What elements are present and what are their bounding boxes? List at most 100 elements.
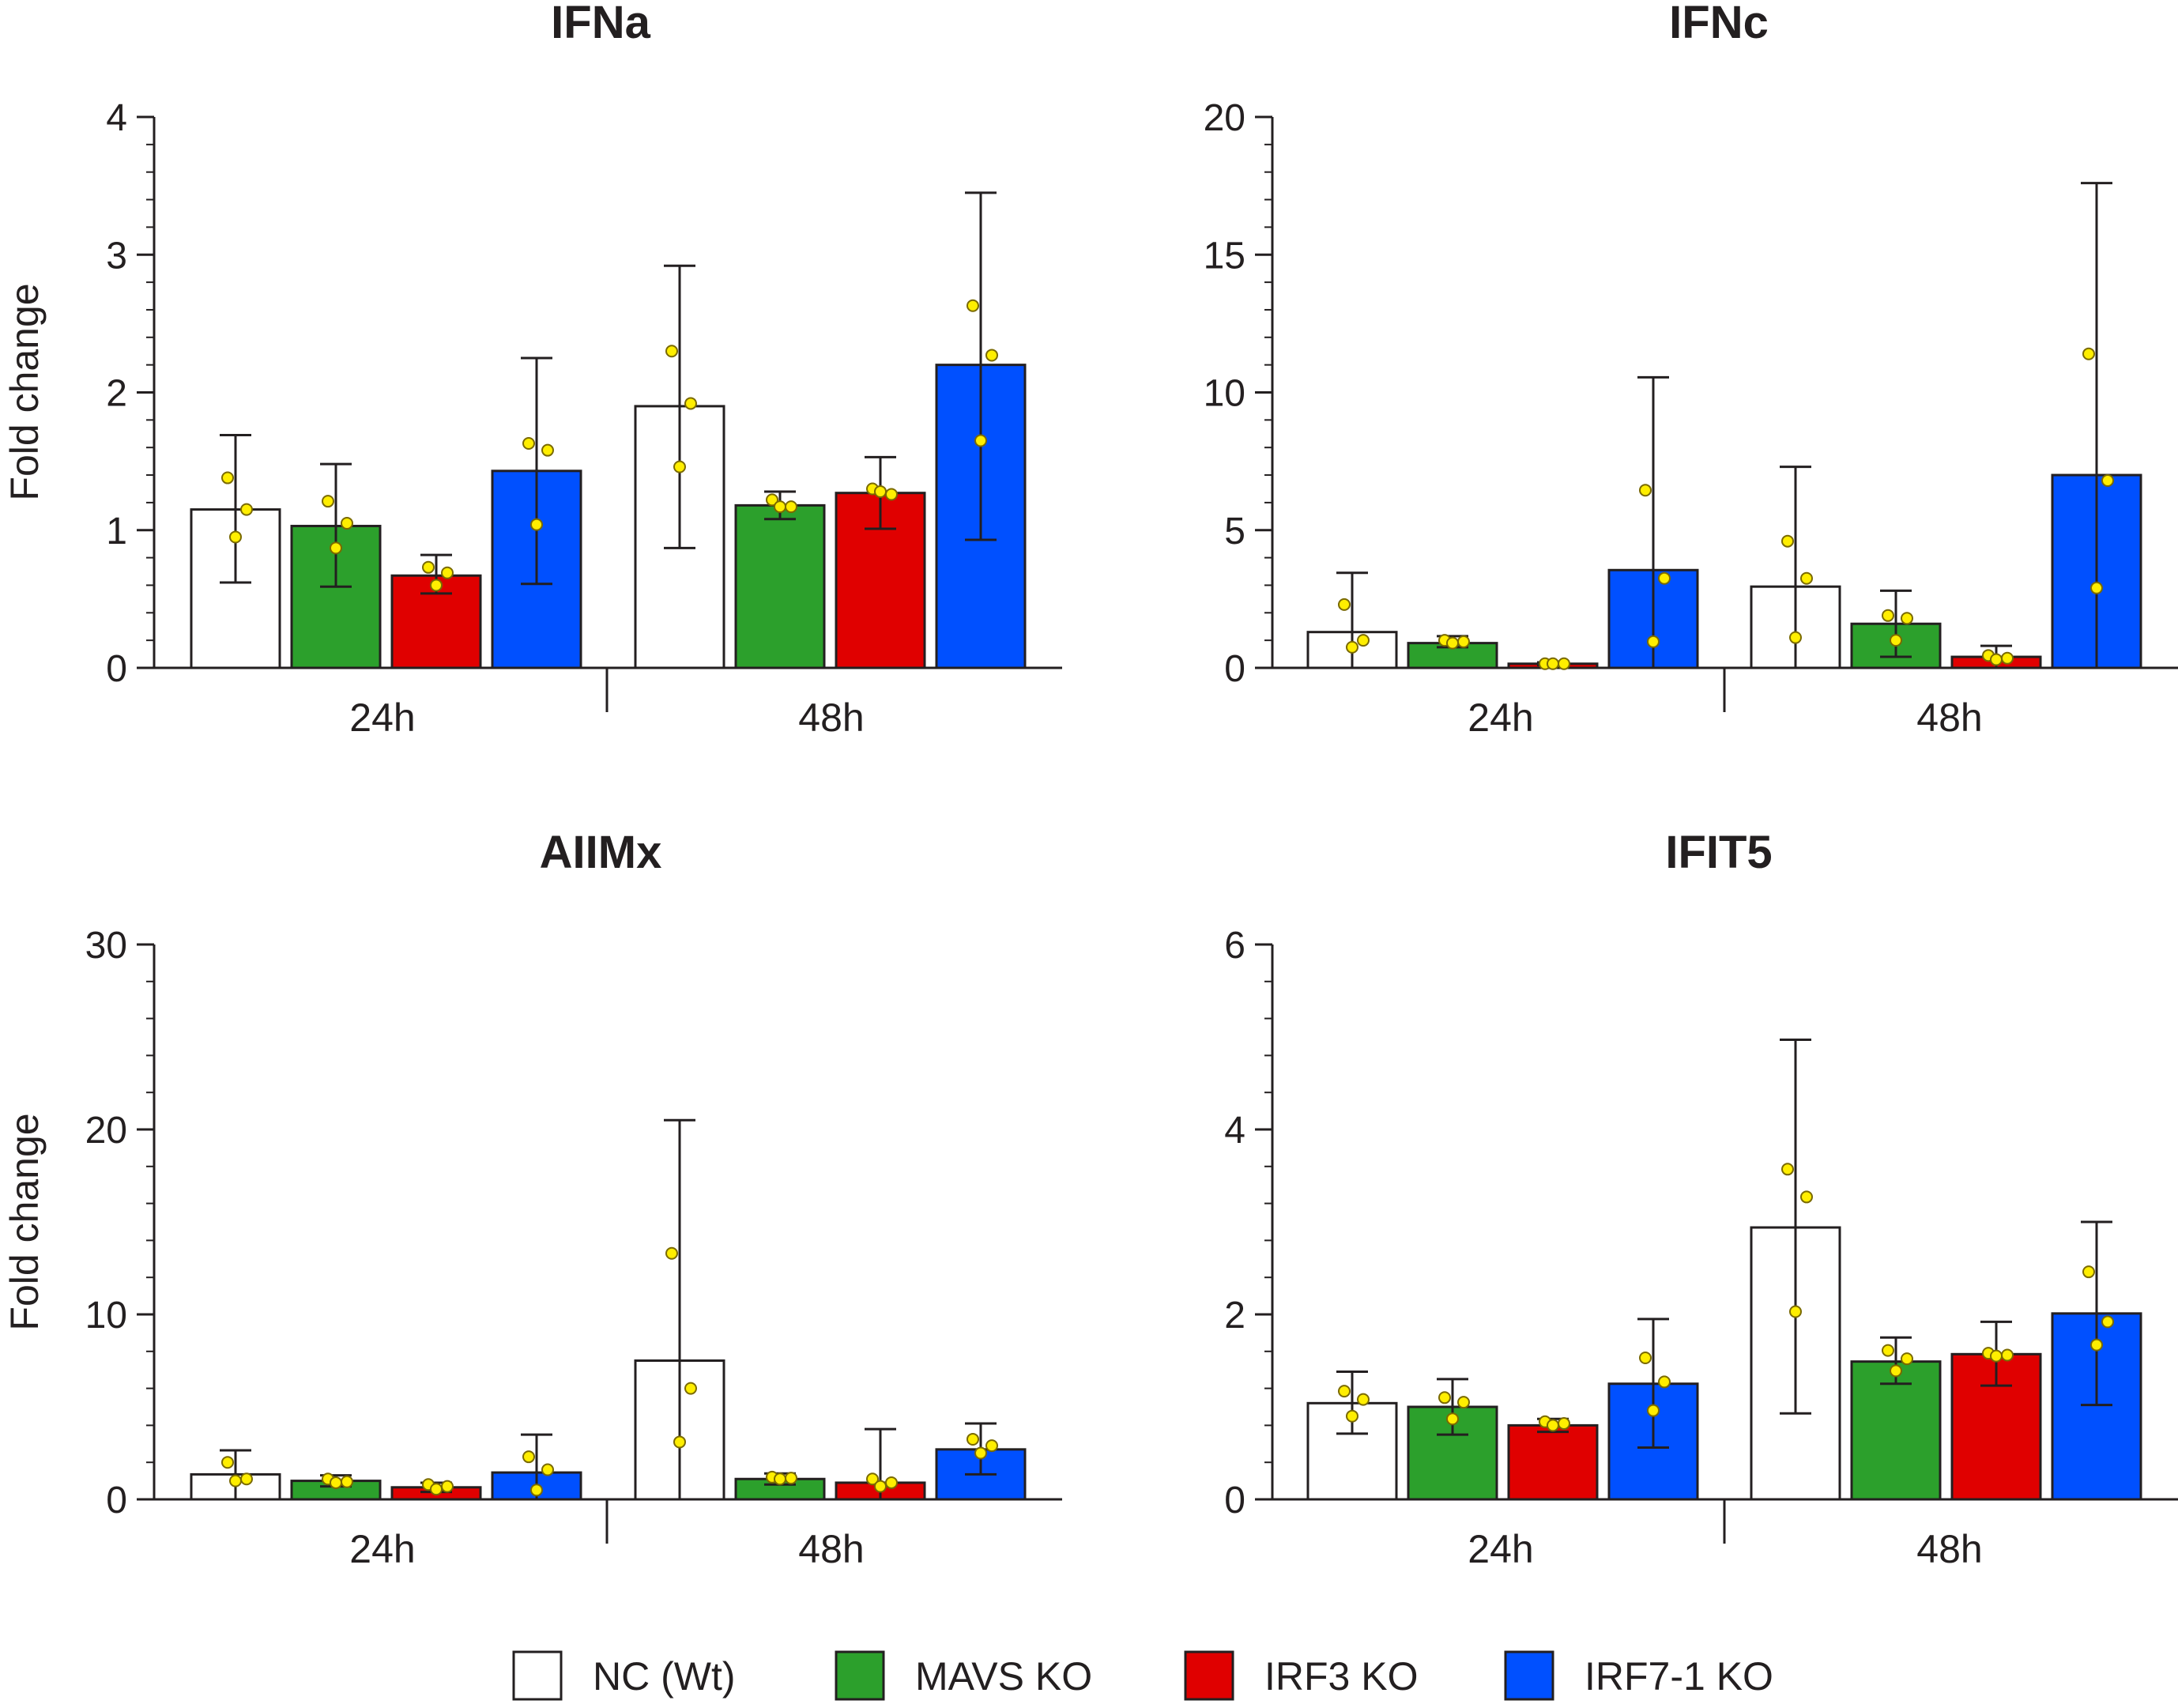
legend-label: NC (Wt) [593, 1654, 736, 1699]
data-point [665, 345, 678, 358]
data-point [2082, 347, 2095, 360]
x-group-label: 48h [1916, 1527, 1982, 1571]
data-point [1781, 1163, 1794, 1176]
y-tick-label: 15 [1204, 235, 1245, 277]
data-point [874, 484, 887, 498]
panel-ifnc: IFNc 0 5 10 15 20 24h 48h [1204, 0, 2178, 740]
data-point [240, 1472, 253, 1486]
data-point [785, 500, 797, 514]
y-tick-label: 0 [1224, 648, 1245, 690]
data-point [665, 1246, 678, 1260]
panel-aiimx: AIIMx Fold change 0 10 20 30 24h 48h [2, 827, 1062, 1571]
data-point [1438, 1391, 1451, 1404]
data-point [684, 397, 697, 410]
data-point [673, 1435, 686, 1449]
data-point [1990, 653, 2003, 666]
data-point [1346, 1409, 1358, 1423]
data-point [2001, 1348, 2014, 1362]
bar-mavs-ko-48h [734, 503, 826, 669]
data-point [673, 460, 686, 473]
legend-swatch-nc-wt- [512, 1650, 563, 1701]
data-point [530, 518, 543, 531]
data-point [240, 503, 253, 516]
data-point [1547, 1419, 1559, 1432]
data-point [221, 471, 234, 484]
data-point [1901, 1352, 1913, 1366]
legend-label: MAVS KO [915, 1654, 1092, 1699]
data-point [229, 1474, 242, 1487]
data-point [441, 566, 454, 579]
y-tick-label: 5 [1224, 511, 1245, 552]
data-point [1990, 1349, 2003, 1363]
data-point [1338, 598, 1351, 611]
data-point [530, 1484, 543, 1497]
bar-irf3-ko-24h [1507, 1423, 1599, 1501]
data-point [541, 443, 554, 457]
x-group-label: 24h [1468, 1527, 1533, 1571]
data-point [1789, 631, 1802, 644]
data-point [1446, 1412, 1459, 1426]
y-tick-label: 2 [1224, 1295, 1245, 1337]
data-point [229, 530, 242, 544]
data-point [522, 436, 535, 450]
y-tick-label: 2 [106, 373, 127, 415]
data-point [1457, 635, 1470, 648]
data-point [1781, 534, 1794, 548]
data-point [2082, 1265, 2095, 1279]
data-point [1800, 571, 1813, 585]
y-tick-label: 6 [1224, 925, 1245, 967]
legend: NC (Wt) MAVS KO IRF3 KO IRF7-1 KO [512, 1650, 1773, 1701]
data-point [785, 1472, 797, 1485]
data-point [967, 299, 979, 312]
y-tick-label: 0 [106, 648, 127, 690]
y-axis-label: Fold change [2, 283, 47, 500]
data-point [1357, 634, 1370, 647]
y-tick-label: 1 [106, 511, 127, 552]
y-tick-label: 10 [85, 1295, 127, 1337]
data-point [221, 1456, 234, 1469]
data-point [774, 500, 786, 514]
data-point [1658, 571, 1671, 585]
data-point [1658, 1375, 1671, 1389]
y-tick-label: 0 [106, 1480, 127, 1521]
data-point [974, 434, 987, 447]
data-point [541, 1463, 554, 1476]
data-point [2101, 474, 2114, 488]
legend-label: IRF7-1 KO [1585, 1654, 1773, 1699]
panel-title: IFNc [1669, 0, 1769, 48]
data-point [1346, 640, 1358, 654]
x-group-label: 48h [798, 1527, 864, 1571]
data-point [441, 1480, 454, 1493]
data-point [1558, 657, 1570, 670]
data-point [341, 517, 353, 530]
panel-ifit5: IFIT5 0 2 4 6 24h 48h [1224, 827, 2178, 1571]
data-point [330, 541, 342, 555]
y-tick-label: 30 [85, 925, 127, 967]
data-point [1558, 1417, 1570, 1431]
data-point [1338, 1385, 1351, 1398]
data-point [2101, 1315, 2114, 1329]
data-point [341, 1475, 353, 1488]
data-point [1639, 484, 1652, 497]
data-point [1647, 635, 1660, 648]
data-point [1789, 1305, 1802, 1318]
panel-ifna: IFNa Fold change 0 1 2 3 4 24h 48h [2, 0, 1062, 740]
data-point [684, 1382, 697, 1395]
data-point [2001, 651, 2014, 665]
data-point [866, 1472, 879, 1486]
data-point [1890, 634, 1902, 647]
legend-swatch-irf3-ko [1184, 1650, 1234, 1701]
data-point [1901, 612, 1913, 625]
data-point [1639, 1351, 1652, 1364]
data-point [1446, 636, 1459, 650]
data-point [885, 488, 898, 501]
data-point [1647, 1404, 1660, 1417]
x-group-label: 24h [349, 696, 415, 740]
data-point [430, 1483, 443, 1496]
data-point [422, 560, 435, 574]
data-point [2090, 1338, 2103, 1352]
data-point [1882, 609, 1894, 622]
bar-mavs-ko-24h [1407, 1405, 1498, 1501]
x-group-label: 24h [1468, 696, 1533, 740]
